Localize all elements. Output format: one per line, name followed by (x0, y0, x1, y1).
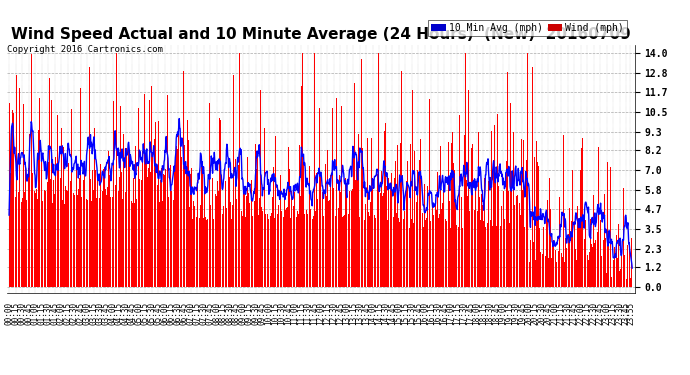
Legend: 10 Min Avg (mph), Wind (mph): 10 Min Avg (mph), Wind (mph) (428, 20, 627, 36)
Title: Wind Speed Actual and 10 Minute Average (24 Hours)  (New)  20160709: Wind Speed Actual and 10 Minute Average … (11, 27, 631, 42)
Text: Copyright 2016 Cartronics.com: Copyright 2016 Cartronics.com (7, 45, 163, 54)
